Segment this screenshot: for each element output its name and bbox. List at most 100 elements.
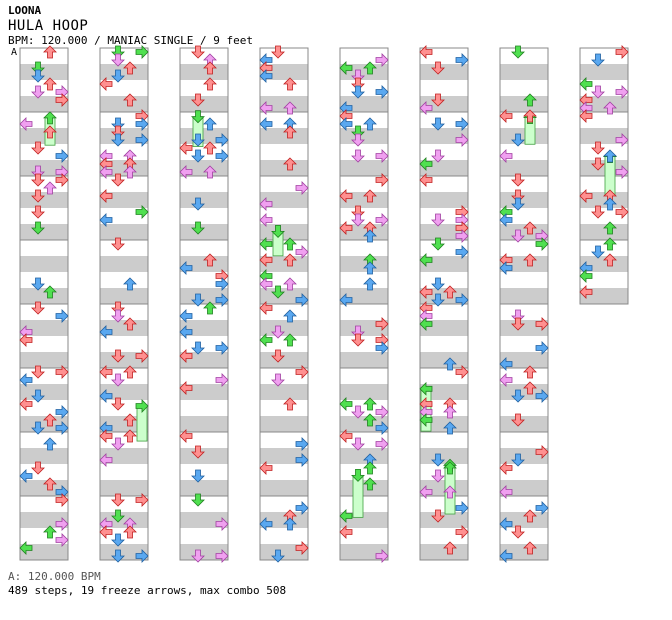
right-arrow — [135, 349, 149, 363]
beat-stripe — [500, 64, 548, 80]
beat-stripe — [500, 288, 548, 304]
left-arrow — [419, 485, 433, 499]
up-arrow — [283, 77, 297, 91]
right-arrow — [295, 437, 309, 451]
right-arrow — [55, 517, 69, 531]
right-arrow — [295, 293, 309, 307]
down-arrow — [351, 125, 365, 139]
down-arrow — [191, 149, 205, 163]
right-arrow — [375, 213, 389, 227]
down-arrow — [271, 549, 285, 563]
down-arrow — [31, 85, 45, 99]
right-arrow — [375, 549, 389, 563]
right-arrow — [535, 341, 549, 355]
beat-stripe — [340, 384, 388, 400]
right-arrow — [535, 237, 549, 251]
up-arrow — [43, 181, 57, 195]
beat-stripe — [100, 288, 148, 304]
beat-stripe — [20, 384, 68, 400]
down-arrow — [191, 341, 205, 355]
down-arrow — [191, 45, 205, 59]
right-arrow — [375, 317, 389, 331]
right-arrow — [375, 405, 389, 419]
up-arrow — [363, 397, 377, 411]
left-arrow — [579, 285, 593, 299]
down-arrow — [111, 437, 125, 451]
beat-stripe — [100, 480, 148, 496]
left-arrow — [19, 373, 33, 387]
down-arrow — [511, 133, 525, 147]
down-arrow — [431, 293, 445, 307]
left-arrow — [579, 109, 593, 123]
beat-stripe — [180, 416, 228, 432]
left-arrow — [259, 101, 273, 115]
down-arrow — [191, 133, 205, 147]
up-arrow — [203, 77, 217, 91]
down-arrow — [511, 413, 525, 427]
beat-stripe — [20, 352, 68, 368]
right-arrow — [375, 173, 389, 187]
beat-stripe — [180, 192, 228, 208]
right-arrow — [295, 245, 309, 259]
beat-stripe — [580, 64, 628, 80]
chart-column — [179, 45, 229, 563]
up-arrow — [283, 397, 297, 411]
song-title: HULA HOOP — [8, 18, 89, 34]
left-arrow — [19, 541, 33, 555]
right-arrow — [55, 405, 69, 419]
left-arrow — [99, 77, 113, 91]
down-arrow — [351, 213, 365, 227]
left-arrow — [339, 221, 353, 235]
down-arrow — [591, 245, 605, 259]
right-arrow — [295, 453, 309, 467]
beat-stripe — [260, 320, 308, 336]
up-arrow — [283, 253, 297, 267]
down-arrow — [31, 61, 45, 75]
down-arrow — [111, 117, 125, 131]
down-arrow — [111, 45, 125, 59]
beat-stripe — [500, 96, 548, 112]
left-arrow — [499, 485, 513, 499]
left-arrow — [339, 293, 353, 307]
up-arrow — [523, 509, 537, 523]
up-arrow — [43, 285, 57, 299]
down-arrow — [431, 237, 445, 251]
beat-stripe — [20, 288, 68, 304]
down-arrow — [111, 373, 125, 387]
beat-stripe — [500, 128, 548, 144]
chart-meta: BPM: 120.000 / MANIAC SINGLE / 9 feet — [8, 34, 254, 47]
down-arrow — [111, 53, 125, 67]
up-arrow — [603, 221, 617, 235]
right-arrow — [535, 317, 549, 331]
right-arrow — [55, 365, 69, 379]
up-arrow — [43, 413, 57, 427]
right-arrow — [215, 549, 229, 563]
step-stats: 489 steps, 19 freeze arrows, max combo 5… — [8, 584, 287, 597]
up-arrow — [43, 111, 57, 125]
beat-stripe — [20, 224, 68, 240]
left-arrow — [259, 213, 273, 227]
left-arrow — [419, 101, 433, 115]
up-arrow — [603, 197, 617, 211]
up-arrow — [363, 461, 377, 475]
left-arrow — [339, 397, 353, 411]
up-arrow — [123, 93, 137, 107]
up-arrow — [363, 261, 377, 275]
beat-stripe — [20, 64, 68, 80]
left-arrow — [499, 213, 513, 227]
down-arrow — [31, 189, 45, 203]
right-arrow — [455, 501, 469, 515]
right-arrow — [135, 117, 149, 131]
left-arrow — [99, 165, 113, 179]
down-arrow — [511, 45, 525, 59]
down-arrow — [111, 173, 125, 187]
left-arrow — [499, 517, 513, 531]
up-arrow — [43, 77, 57, 91]
down-arrow — [271, 349, 285, 363]
left-arrow — [339, 429, 353, 443]
up-arrow — [123, 429, 137, 443]
down-arrow — [271, 224, 285, 238]
up-arrow — [603, 253, 617, 267]
right-arrow — [615, 85, 629, 99]
